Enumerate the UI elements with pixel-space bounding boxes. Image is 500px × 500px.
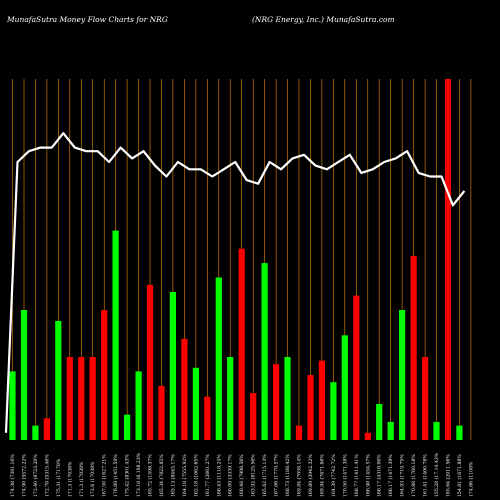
bar-up (399, 310, 406, 440)
bar-up (433, 421, 440, 440)
x-tick-label: 175.31 (17178% (55, 458, 62, 497)
x-tick-label: 166.43 (1118.24% (215, 454, 222, 497)
x-tick-label: 164.18 (7555.92% (181, 454, 188, 497)
bar-down (318, 360, 325, 440)
bar-up (135, 371, 142, 440)
bar-up (9, 371, 16, 440)
x-tick-label: 155.28 (17.14.43% (433, 452, 440, 497)
bar-down (89, 357, 96, 440)
x-tick-label: 169.89 (3942.32% (307, 454, 314, 497)
bar-up (215, 277, 222, 440)
chart-subtitle: (NRG Energy, Inc.) MunafaSutra.com (252, 15, 395, 24)
bar-down (307, 375, 314, 440)
bar-up (376, 403, 383, 440)
bar-down (66, 357, 73, 440)
bar-down (43, 418, 50, 440)
x-tick-label: 172.6 (17038% (89, 461, 96, 497)
x-tick-label: 173.18 (6.108.23% (135, 452, 142, 497)
bar-up (261, 263, 268, 440)
x-tick-label: 172.78 (5315.46% (43, 454, 50, 497)
x-tick-label: 162.18 (1062.65% (192, 454, 199, 497)
bar-down (78, 357, 85, 440)
x-tick-label: 164.39 (7742.72% (330, 454, 337, 497)
x-tick-label: 175.42 (8301.43% (124, 454, 131, 497)
bar-up (20, 310, 28, 440)
money-flow-line (4, 132, 466, 433)
x-tick-label: 165.13 (8445.17% (169, 454, 176, 497)
bar-down (101, 310, 108, 440)
x-tick-label: 164.93 (1719.75% (399, 454, 406, 497)
x-tick-label: 166.17 (4316.06% (376, 454, 383, 497)
x-tick-label: 166.17 (1471.39% (387, 454, 394, 497)
x-tick-label: 167.06 (1779.57% (273, 454, 280, 497)
x-tick-label: 165.72 (1598.37% (147, 454, 154, 497)
bar-down (410, 255, 417, 440)
bar-down (204, 396, 211, 440)
x-tick-label: 160.48 (7998.56% (238, 454, 245, 497)
bar-up (227, 357, 234, 440)
bar-down (364, 432, 371, 440)
bar-down (158, 385, 165, 440)
x-tick-label: 174.38 (7391.16% (9, 454, 16, 497)
bar-down (353, 295, 360, 440)
x-tick-label: 176.89 (1451.59% (112, 454, 119, 497)
bar-down (295, 425, 303, 440)
bar-up (112, 230, 119, 440)
bar-down (181, 338, 188, 440)
bar-down (238, 248, 245, 440)
x-tick-label: 169.84 (7058.14% (296, 454, 303, 497)
x-tick-label: 163.92 (8125.56% (250, 454, 257, 497)
bar-up (456, 425, 463, 440)
x-tick-label: 169.94 (7671.66% (318, 454, 325, 497)
x-tick-label: 170.50 (1471.38% (341, 454, 348, 497)
x-tick-label: 161.41 (1400.78% (422, 454, 429, 497)
bar-up (169, 292, 176, 440)
x-tick-label: 161.77 (2661.27% (204, 454, 211, 497)
bar-up (124, 414, 131, 440)
bar-up (32, 425, 39, 440)
bar-series (9, 79, 463, 440)
x-tick-label: 168.77 (1411.41% (353, 454, 360, 497)
x-tick-labels: 174.38 (7391.16% 174.90 (5572.22% 172.40 (… (9, 452, 474, 497)
x-tick-label: 165.64 (2011.56% (445, 454, 452, 497)
bar-down (422, 357, 429, 440)
x-tick-label: 172.40 (8723.20% (32, 454, 39, 497)
x-tick-label: 165.62 (1715.13% (261, 454, 268, 497)
bar-up (55, 320, 62, 440)
x-tick-label: 174.90 (5572.22% (21, 454, 28, 497)
x-tick-label: 154.81 (1671.88% (456, 454, 463, 497)
x-tick-label: 167.50 (1627.21% (101, 454, 108, 497)
x-tick-label: 174.66 (1108% (467, 461, 474, 497)
x-tick-label: 165.34 (7822.85% (158, 454, 165, 497)
bar-up (284, 357, 291, 440)
bar-down (273, 364, 280, 440)
bar-down (444, 79, 452, 440)
x-tick-label: 170.88 (1760.18% (410, 454, 417, 497)
x-tick-label: 171.3 (17038% (78, 461, 85, 497)
bar-up (192, 367, 199, 440)
bar-down (146, 284, 154, 440)
x-tick-label: 168.73 (1188.42% (284, 454, 291, 497)
x-tick-label: 160.09 (3339.17% (227, 454, 234, 497)
bar-down (250, 393, 257, 440)
x-tick-label: 166.98 (1454.57% (364, 454, 371, 497)
chart-title: MunafaSutra Money Flow Charts for NRG (6, 15, 168, 24)
bar-up (387, 421, 394, 440)
x-tick-label: 171.3 (17038% (66, 461, 73, 497)
bar-up (330, 382, 337, 440)
bar-up (341, 335, 348, 440)
